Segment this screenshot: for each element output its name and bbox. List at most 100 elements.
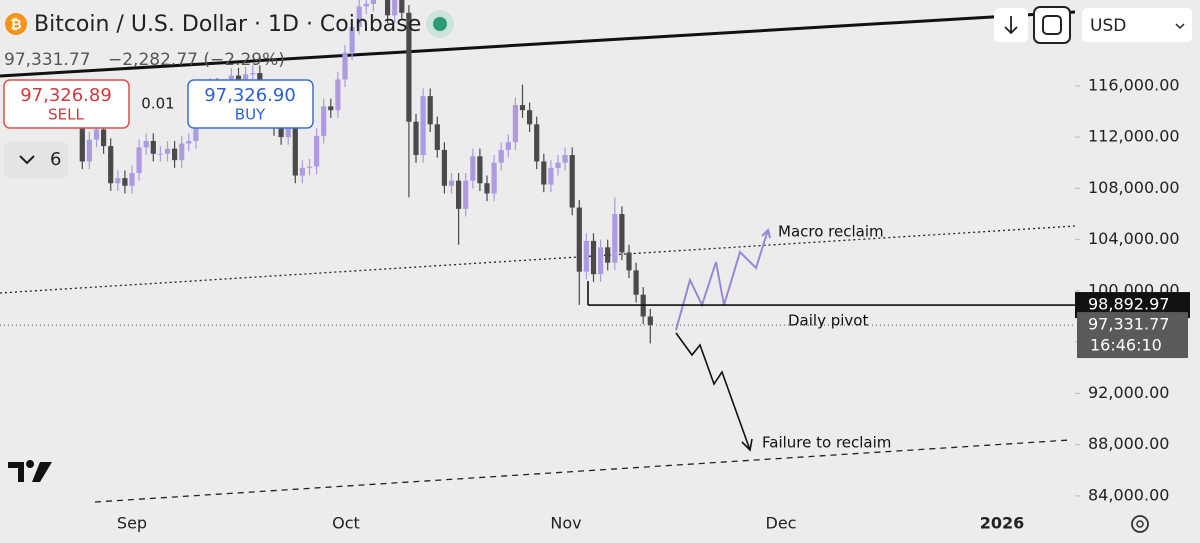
- candle-body: [583, 240, 589, 272]
- candle-body: [441, 149, 447, 186]
- candle-body: [285, 120, 291, 138]
- candle-body: [427, 96, 433, 125]
- candle-body: [342, 52, 348, 80]
- candle-body: [470, 156, 476, 181]
- dashed-trend: [94, 439, 1071, 503]
- candle-body: [463, 180, 469, 209]
- candle-body: [548, 167, 554, 185]
- candle-body: [186, 140, 192, 144]
- btc-glyph: ₿: [10, 17, 21, 33]
- download-icon: [1004, 16, 1018, 35]
- indicators-count: 6: [50, 149, 61, 170]
- candle-body: [143, 140, 149, 148]
- candle-body: [647, 316, 653, 326]
- bear-path: [675, 332, 751, 451]
- candle-body: [406, 12, 412, 122]
- dropdown-arrow: [1175, 23, 1185, 30]
- candle-body: [555, 162, 561, 168]
- indicators-toggle[interactable]: [4, 142, 68, 178]
- candle-body: [115, 178, 121, 184]
- trend-line: [0, 10, 1075, 78]
- candle-body: [626, 252, 632, 271]
- tv-logo: [8, 460, 52, 482]
- fullscreen-button[interactable]: [1033, 6, 1071, 44]
- candle-body: [157, 153, 163, 155]
- x-tick-label: Sep: [117, 514, 147, 533]
- candle-body: [491, 162, 497, 194]
- candle-body: [448, 180, 455, 186]
- candle-body: [292, 120, 298, 176]
- candle-body: [93, 129, 100, 140]
- countdown: 16:46:10: [1090, 336, 1162, 355]
- candle-body: [164, 148, 171, 154]
- y-tick-label: 116,000.00: [1088, 75, 1180, 94]
- x-tick-label: Oct: [332, 514, 360, 533]
- pivot-label: 98,892.97: [1088, 295, 1169, 314]
- buy-price: 97,326.90: [204, 85, 296, 106]
- candle-body: [328, 106, 334, 111]
- currency: USD: [1090, 16, 1126, 36]
- candle-body: [541, 161, 547, 185]
- candle-body: [278, 128, 284, 138]
- x-tick-label: 2026: [980, 514, 1025, 533]
- candle-body: [569, 155, 575, 208]
- candle-body: [619, 213, 625, 253]
- y-tick-label: 112,000.00: [1088, 127, 1180, 146]
- candle-body: [101, 129, 107, 147]
- candle-body: [306, 166, 313, 168]
- candle-body: [321, 106, 327, 136]
- candle-body: [136, 147, 142, 173]
- candle-body: [235, 75, 242, 81]
- y-tick-label: 92,000.00: [1088, 383, 1169, 402]
- candle-body: [356, 6, 362, 27]
- bull-path: [675, 229, 769, 331]
- candle-body: [129, 172, 135, 186]
- y-tick-label: 104,000.00: [1088, 229, 1180, 248]
- sell-button[interactable]: [3, 79, 130, 129]
- candle-body: [385, 0, 391, 16]
- candle-body: [335, 79, 341, 111]
- currency-select[interactable]: [1082, 8, 1192, 42]
- candle-body: [598, 247, 604, 275]
- sell-label: SELL: [48, 106, 84, 124]
- last-price-label: 97,331.77: [1088, 315, 1169, 334]
- candle-body: [456, 180, 462, 209]
- candle-body: [108, 146, 114, 184]
- bear-arrow: [741, 438, 753, 452]
- bull-arrow: [761, 228, 771, 239]
- candle-body: [519, 105, 526, 111]
- candle-body: [370, 0, 376, 4]
- candle-body: [420, 96, 426, 156]
- candle-body: [172, 148, 178, 161]
- settings-icon[interactable]: [1131, 515, 1149, 533]
- buy-button[interactable]: [187, 79, 314, 129]
- candle-body: [150, 140, 156, 154]
- candle-body: [534, 124, 540, 162]
- candle-body: [590, 240, 597, 275]
- btc-icon: [5, 13, 27, 35]
- status-dot: [433, 17, 447, 31]
- settings-center: [1136, 520, 1144, 528]
- candle-body: [498, 149, 504, 163]
- candle-body: [562, 155, 568, 163]
- candle-body: [484, 183, 490, 194]
- last-price-badge: [1077, 312, 1188, 359]
- candle-body: [633, 270, 639, 295]
- x-tick-label: Nov: [550, 514, 581, 533]
- symbol: Bitcoin / U.S. Dollar · 1D · Coinbase: [34, 12, 421, 37]
- header-change: −2,282.77 (−2.29%): [108, 50, 285, 70]
- candle-body: [477, 156, 483, 184]
- annotation: Daily pivot: [788, 312, 868, 330]
- candle-body: [576, 207, 582, 272]
- candle-body: [122, 178, 128, 186]
- candle-body: [79, 117, 85, 162]
- candle-body: [527, 110, 533, 125]
- x-tick-label: Dec: [766, 514, 797, 533]
- candle-body: [314, 135, 320, 167]
- annotation: Macro reclaim: [778, 223, 884, 241]
- candle-body: [179, 143, 185, 161]
- candle-body: [399, 0, 405, 13]
- y-tick-label: 88,000.00: [1088, 434, 1169, 453]
